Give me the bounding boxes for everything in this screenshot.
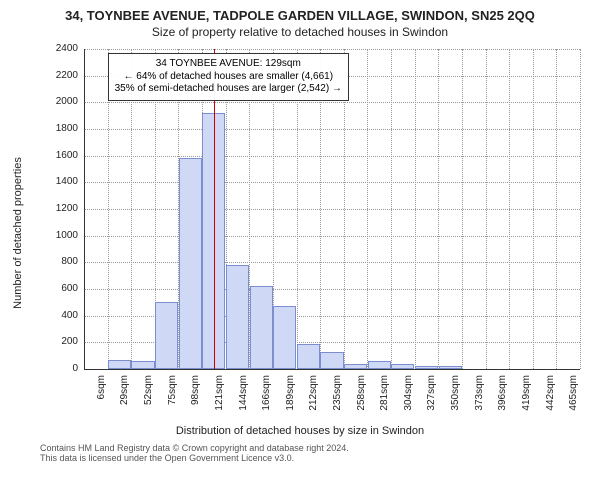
legend-line: 34 TOYNBEE AVENUE: 129sqm xyxy=(115,58,342,71)
bar xyxy=(320,352,343,369)
x-tick: 121sqm xyxy=(214,375,225,425)
footer-line-1: Contains HM Land Registry data © Crown c… xyxy=(40,443,590,453)
footer: Contains HM Land Registry data © Crown c… xyxy=(40,443,590,463)
gridline-v xyxy=(438,49,439,369)
y-tick: 1600 xyxy=(34,150,78,161)
x-tick: 373sqm xyxy=(474,375,485,425)
x-tick: 75sqm xyxy=(167,375,178,425)
y-tick: 1400 xyxy=(34,176,78,187)
bar xyxy=(108,360,131,369)
x-tick: 52sqm xyxy=(143,375,154,425)
x-tick: 258sqm xyxy=(356,375,367,425)
gridline-v xyxy=(580,49,581,369)
gridline-h xyxy=(84,102,580,103)
y-tick: 200 xyxy=(34,336,78,347)
x-tick: 419sqm xyxy=(521,375,532,425)
x-tick: 396sqm xyxy=(497,375,508,425)
plot-area: 0200400600800100012001400160018002000220… xyxy=(84,49,580,369)
y-tick: 1800 xyxy=(34,123,78,134)
gridline-h xyxy=(84,156,580,157)
y-tick: 0 xyxy=(34,363,78,374)
y-axis xyxy=(84,49,85,369)
y-tick: 400 xyxy=(34,310,78,321)
gridline-h xyxy=(84,209,580,210)
bar xyxy=(273,306,296,369)
y-tick: 800 xyxy=(34,256,78,267)
x-tick: 304sqm xyxy=(403,375,414,425)
y-tick: 600 xyxy=(34,283,78,294)
title-main: 34, TOYNBEE AVENUE, TADPOLE GARDEN VILLA… xyxy=(10,8,590,23)
y-tick: 1000 xyxy=(34,230,78,241)
x-tick: 327sqm xyxy=(426,375,437,425)
gridline-h xyxy=(84,262,580,263)
gridline-h xyxy=(84,289,580,290)
y-tick: 2200 xyxy=(34,70,78,81)
legend-box: 34 TOYNBEE AVENUE: 129sqm← 64% of detach… xyxy=(108,53,349,101)
gridline-v xyxy=(462,49,463,369)
legend-line: ← 64% of detached houses are smaller (4,… xyxy=(115,71,342,84)
x-tick: 235sqm xyxy=(332,375,343,425)
x-tick: 189sqm xyxy=(285,375,296,425)
gridline-v xyxy=(391,49,392,369)
gridline-v xyxy=(486,49,487,369)
bar xyxy=(250,286,273,369)
x-tick: 442sqm xyxy=(545,375,556,425)
x-tick: 212sqm xyxy=(308,375,319,425)
y-tick: 2000 xyxy=(34,96,78,107)
gridline-v xyxy=(533,49,534,369)
chart-wrap: Number of detached properties 0200400600… xyxy=(30,43,590,423)
x-tick: 281sqm xyxy=(379,375,390,425)
gridline-h xyxy=(84,49,580,50)
x-axis xyxy=(84,369,580,370)
bar xyxy=(226,265,249,369)
legend-line: 35% of semi-detached houses are larger (… xyxy=(115,83,342,96)
gridline-h xyxy=(84,236,580,237)
bar xyxy=(131,361,154,369)
x-tick: 98sqm xyxy=(190,375,201,425)
bar xyxy=(368,361,391,369)
gridline-v xyxy=(367,49,368,369)
x-axis-label: Distribution of detached houses by size … xyxy=(10,425,590,437)
x-tick: 465sqm xyxy=(568,375,579,425)
x-tick: 350sqm xyxy=(450,375,461,425)
y-tick: 1200 xyxy=(34,203,78,214)
bar xyxy=(155,302,178,369)
x-tick: 6sqm xyxy=(96,375,107,425)
gridline-v xyxy=(509,49,510,369)
gridline-v xyxy=(556,49,557,369)
gridline-h xyxy=(84,129,580,130)
title-sub: Size of property relative to detached ho… xyxy=(10,25,590,39)
y-axis-label: Number of detached properties xyxy=(12,157,24,309)
chart-container: 34, TOYNBEE AVENUE, TADPOLE GARDEN VILLA… xyxy=(0,0,600,500)
footer-line-2: This data is licensed under the Open Gov… xyxy=(40,453,590,463)
x-tick: 29sqm xyxy=(119,375,130,425)
bar xyxy=(179,158,202,369)
bar xyxy=(297,344,320,369)
x-tick: 166sqm xyxy=(261,375,272,425)
gridline-v xyxy=(415,49,416,369)
x-tick: 144sqm xyxy=(238,375,249,425)
gridline-h xyxy=(84,182,580,183)
y-tick: 2400 xyxy=(34,43,78,54)
